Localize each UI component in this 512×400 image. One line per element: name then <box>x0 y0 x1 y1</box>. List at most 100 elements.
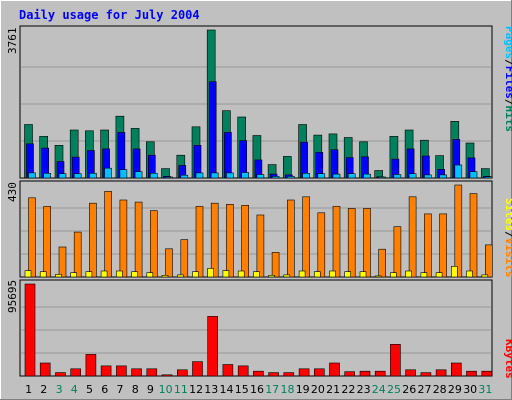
bar-pages-day-6 <box>104 167 112 179</box>
bar-visits-day-9 <box>150 210 158 278</box>
bar-visits-day-24 <box>378 248 387 278</box>
bar-files-day-21 <box>330 149 339 179</box>
bar-kbytes-day-7 <box>116 365 127 377</box>
bar-sites-day-19 <box>298 270 306 278</box>
bar-kbytes-day-11 <box>177 369 188 377</box>
bar-kbytes-day-9 <box>146 368 158 377</box>
bar-sites-day-28 <box>435 272 443 278</box>
day-label-5: 5 <box>86 383 93 396</box>
bar-kbytes-day-12 <box>192 361 203 377</box>
day-label-8: 8 <box>132 383 139 396</box>
panel-kbytes-legend: KBytes <box>503 339 512 379</box>
bar-pages-day-3 <box>58 173 67 179</box>
bar-pages-day-11 <box>180 174 189 179</box>
bar-sites-day-6 <box>100 270 108 278</box>
bar-pages-day-5 <box>89 173 97 179</box>
day-label-13: 13 <box>204 383 218 396</box>
bar-visits-day-7 <box>119 199 128 278</box>
legend-hits: Hits <box>503 106 512 133</box>
bar-sites-day-2 <box>39 271 47 278</box>
bar-visits-day-14 <box>226 204 234 278</box>
day-label-14: 14 <box>220 383 234 396</box>
bar-visits-day-3 <box>58 246 67 278</box>
bar-pages-day-27 <box>424 174 432 179</box>
bar-pages-day-28 <box>439 174 447 179</box>
bar-pages-day-1 <box>28 172 36 179</box>
day-label-16: 16 <box>250 383 264 396</box>
panel-visits-sites: 430 Sites/Visits <box>6 180 512 278</box>
bar-pages-day-14 <box>226 172 234 179</box>
bar-sites-day-31 <box>481 274 489 278</box>
bar-sites-day-30 <box>466 270 473 278</box>
bar-visits-day-21 <box>332 206 341 278</box>
bar-kbytes-day-1 <box>24 283 36 377</box>
bar-visits-day-25 <box>393 226 402 278</box>
day-label-28: 28 <box>433 383 447 396</box>
day-label-27: 27 <box>418 383 432 396</box>
bar-sites-day-14 <box>222 270 230 278</box>
bar-kbytes-day-13 <box>207 316 218 377</box>
bar-sites-day-1 <box>24 270 32 278</box>
bar-sites-day-17 <box>268 274 275 278</box>
bar-sites-day-18 <box>283 274 291 278</box>
day-label-3: 3 <box>56 383 63 396</box>
bar-pages-day-26 <box>408 173 417 179</box>
day-label-21: 21 <box>326 383 340 396</box>
bar-visits-day-19 <box>302 196 310 278</box>
day-label-10: 10 <box>159 383 173 396</box>
bar-visits-day-26 <box>408 196 417 278</box>
day-label-12: 12 <box>189 383 203 396</box>
bar-pages-day-30 <box>469 171 478 179</box>
bar-visits-day-30 <box>469 193 478 278</box>
bar-kbytes-day-16 <box>253 370 264 377</box>
bar-kbytes-day-19 <box>298 368 310 377</box>
day-label-26: 26 <box>402 383 416 396</box>
day-label-29: 29 <box>448 383 462 396</box>
panel-hits-legend: Pages/Files/Hits <box>503 26 512 132</box>
day-label-23: 23 <box>357 383 371 396</box>
panel-kbytes-max-label: 95695 <box>6 280 19 313</box>
chart-title: Daily usage for July 2004 <box>19 8 200 22</box>
bar-kbytes-day-18 <box>283 372 295 377</box>
day-label-19: 19 <box>296 383 310 396</box>
day-label-22: 22 <box>341 383 355 396</box>
bar-kbytes-day-5 <box>85 354 97 377</box>
bar-pages-day-25 <box>393 174 402 179</box>
bar-visits-day-28 <box>439 213 447 278</box>
bar-sites-day-10 <box>161 274 169 278</box>
bar-pages-day-10 <box>165 176 173 179</box>
bar-pages-day-9 <box>150 173 158 179</box>
bar-sites-day-7 <box>116 270 123 278</box>
bar-visits-day-23 <box>363 208 371 278</box>
panel-kbytes-bars <box>24 283 493 377</box>
panel-kbytes: 95695 KBytes <box>6 279 512 379</box>
bar-visits-day-22 <box>347 208 356 278</box>
day-label-18: 18 <box>281 383 295 396</box>
bar-pages-day-31 <box>484 176 493 179</box>
bar-sites-day-24 <box>374 275 382 278</box>
bar-pages-day-19 <box>302 173 310 179</box>
panel-hits-bars <box>24 29 493 179</box>
bar-pages-day-21 <box>332 173 341 179</box>
bar-pages-day-2 <box>43 173 52 179</box>
bar-visits-day-11 <box>180 239 189 278</box>
bar-sites-day-11 <box>177 274 184 278</box>
bar-files-day-14 <box>224 132 232 179</box>
bar-sites-day-13 <box>207 268 214 278</box>
bar-visits-day-29 <box>454 184 463 278</box>
bar-kbytes-day-22 <box>344 371 356 377</box>
bar-files-day-13 <box>208 81 217 179</box>
bar-sites-day-16 <box>253 271 260 278</box>
bar-kbytes-day-27 <box>420 372 432 377</box>
day-label-20: 20 <box>311 383 325 396</box>
bar-sites-day-22 <box>344 271 352 278</box>
bar-visits-day-13 <box>210 202 219 278</box>
day-label-24: 24 <box>372 383 386 396</box>
bar-files-day-19 <box>300 141 308 179</box>
bar-pages-day-29 <box>454 164 463 179</box>
legend-pages: Pages <box>503 26 512 59</box>
bar-kbytes-day-29 <box>450 362 462 377</box>
legend-sep-3: / <box>503 231 512 238</box>
